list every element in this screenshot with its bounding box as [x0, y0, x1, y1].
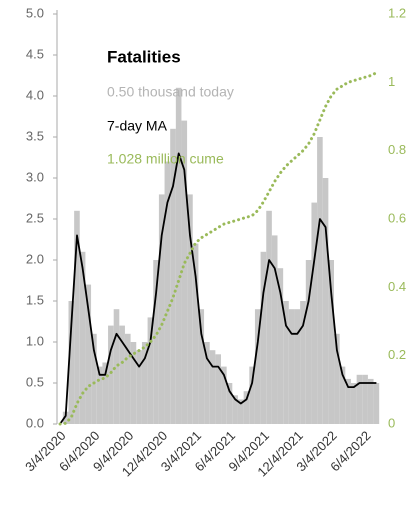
chart-title: Fatalities — [107, 47, 181, 66]
bar — [373, 383, 380, 424]
bar — [294, 309, 301, 424]
bar — [367, 378, 374, 424]
bar — [170, 128, 176, 425]
bar — [226, 383, 233, 424]
bar — [198, 309, 205, 424]
bar — [362, 374, 368, 424]
bar — [181, 120, 188, 424]
bar — [266, 210, 272, 424]
y2-tick-label: 0.6 — [388, 210, 406, 225]
bar — [356, 374, 363, 424]
bar — [158, 194, 165, 424]
y-tick-label: 2.5 — [26, 210, 44, 225]
bar — [322, 178, 329, 424]
bar — [300, 301, 306, 424]
bar — [254, 309, 261, 424]
legend-entry: 7-day MA — [107, 118, 168, 134]
bar — [221, 366, 227, 424]
bar — [209, 350, 216, 424]
y-tick-label: 1.5 — [26, 292, 44, 307]
y-tick-label: 4.5 — [26, 46, 44, 61]
bar — [175, 87, 182, 425]
y-tick-label: 1.0 — [26, 333, 44, 348]
bar — [238, 399, 244, 424]
y-tick-label: 4.0 — [26, 87, 44, 102]
ma-line — [59, 152, 377, 425]
cume-line — [58, 71, 378, 426]
bar — [288, 309, 295, 424]
bar — [317, 137, 323, 424]
bar — [113, 309, 120, 424]
y-tick-label: 2.0 — [26, 251, 44, 266]
bar — [85, 284, 92, 424]
y2-tick-label: 1 — [388, 74, 395, 89]
bar — [108, 325, 114, 424]
bar — [79, 251, 86, 424]
bar — [147, 317, 154, 424]
y2-tick-label: 0.8 — [388, 142, 406, 157]
bar — [102, 362, 108, 424]
y2-tick-label: 1.2 — [388, 5, 406, 20]
y-tick-label: 0.0 — [26, 415, 44, 430]
y-tick-label: 5.0 — [26, 5, 44, 20]
bar — [277, 268, 284, 424]
legend-entry: 1.028 million cume — [107, 151, 224, 167]
bar — [249, 366, 255, 424]
bar — [345, 378, 351, 424]
bar — [243, 391, 250, 424]
y2-tick-label: 0.2 — [388, 347, 406, 362]
bar — [164, 161, 171, 424]
bar — [328, 260, 334, 424]
bar — [119, 325, 125, 424]
bar — [215, 354, 221, 424]
bar — [339, 366, 346, 424]
bar — [334, 333, 340, 424]
y2-tick-label: 0.4 — [388, 279, 406, 294]
bar — [271, 235, 278, 424]
bar — [351, 383, 357, 424]
legend-entry: 0.50 thousand today — [107, 84, 234, 100]
y-tick-label: 3.0 — [26, 169, 44, 184]
bar — [74, 210, 80, 424]
y2-tick-label: 0 — [388, 415, 395, 430]
bar — [91, 333, 97, 424]
bar — [283, 301, 289, 424]
y-tick-label: 3.5 — [26, 128, 44, 143]
bar — [68, 301, 75, 424]
bar — [136, 350, 142, 424]
bar — [305, 260, 312, 424]
bar — [232, 395, 238, 424]
bar — [141, 342, 148, 424]
bar — [204, 342, 210, 424]
y-tick-label: 0.5 — [26, 374, 44, 389]
bar — [311, 202, 318, 424]
bar — [62, 411, 69, 424]
bar — [125, 333, 131, 424]
bar — [192, 243, 199, 424]
bar — [130, 342, 137, 424]
bar — [260, 251, 267, 424]
bar — [96, 366, 103, 424]
bar — [187, 194, 193, 424]
bar — [153, 260, 159, 424]
